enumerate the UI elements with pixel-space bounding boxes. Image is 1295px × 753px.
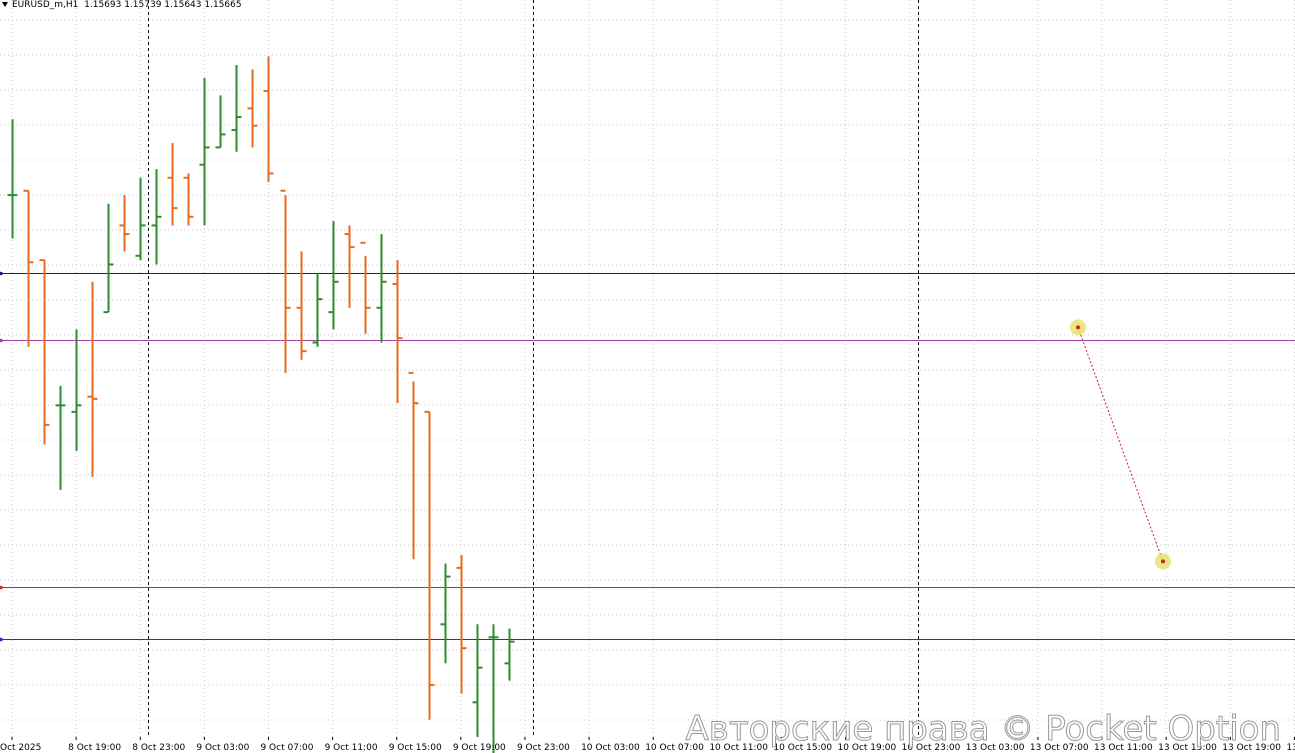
ohlc-bar <box>71 329 82 451</box>
ohlc-bar <box>119 195 130 252</box>
time-axis-label: 8 Oct 19:00 <box>68 743 121 753</box>
ohlc-bar <box>328 221 339 330</box>
time-axis-label: 9 Oct 11:00 <box>325 743 378 753</box>
ohlc-bar <box>183 173 194 226</box>
time-axis-label: 13 Oct 03:00 <box>966 743 1025 753</box>
ohlc-bar <box>135 177 146 261</box>
ohlc-bar <box>263 56 274 183</box>
time-axis-label: 10 Oct 23:00 <box>902 743 961 753</box>
ohlc-bar <box>231 65 242 152</box>
time-axis-label: 13 Oct 07:00 <box>1030 743 1089 753</box>
ohlc-bar <box>7 119 18 239</box>
ohlc-bar <box>312 273 323 347</box>
highlight-marker-dot <box>1160 559 1165 564</box>
ohlc-bar <box>103 203 114 314</box>
symbol-label: EURUSD_m,H1 <box>12 0 79 10</box>
time-axis-label: 9 Oct 07:00 <box>260 743 313 753</box>
time-axis-label: 10 Oct 11:00 <box>709 743 768 753</box>
horizontal-levels <box>0 271 1295 642</box>
ohlc-bar <box>296 251 307 360</box>
ohlc-bar <box>488 624 499 753</box>
time-axis-label: 9 Oct 15:00 <box>389 743 442 753</box>
ohlc-bar <box>376 234 387 343</box>
time-axis-label: 8 Oct 23:00 <box>132 743 185 753</box>
price-level-anchor <box>0 585 3 590</box>
time-axis-label: 9 Oct 23:00 <box>517 743 570 753</box>
price-level-anchor <box>0 637 3 642</box>
ohlc-bar <box>87 281 98 477</box>
ohlc-bars <box>7 56 515 753</box>
ohlc-bar <box>151 169 162 265</box>
annotations <box>1069 319 1171 570</box>
ohlc-bar <box>408 371 419 560</box>
copyright-watermark: Авторские права © Pocket Option <box>685 709 1281 750</box>
grid <box>0 0 1295 737</box>
ohlc-bar <box>199 78 210 226</box>
time-axis-label: 13 Oct 19:00 <box>1222 743 1281 753</box>
ohlc-bar <box>392 260 403 404</box>
time-axis-label: 9 Oct 19:00 <box>453 743 506 753</box>
chart-header: EURUSD_m,H1 1.15693 1.15739 1.15643 1.15… <box>2 0 242 10</box>
time-axis-label: 13 Oct 11:00 <box>1094 743 1153 753</box>
ohlc-bar <box>472 624 483 737</box>
ohlc-bar <box>39 259 50 445</box>
session-separators <box>148 0 919 737</box>
time-axis-label: 10 Oct 07:00 <box>645 743 704 753</box>
ohlc-bar <box>247 69 258 148</box>
ohlc-bar <box>280 189 291 373</box>
time-axis-label: 13 O <box>1286 743 1295 753</box>
time-axis-label: 13 Oct 15:00 <box>1158 743 1217 753</box>
ohlc-bar <box>440 563 451 664</box>
ohlc-values: 1.15693 1.15739 1.15643 1.15665 <box>84 0 242 10</box>
ohlc-bar <box>424 410 435 720</box>
price-level-anchor <box>0 338 3 343</box>
price-level-anchor <box>0 271 3 276</box>
ohlc-bar <box>215 95 226 149</box>
ohlc-bar <box>344 225 355 308</box>
time-axis: Oct 2025 8 Oct 19:00 8 Oct 23:00 9 Oct 03:0… <box>0 737 1295 753</box>
ohlc-bar <box>55 385 66 490</box>
time-axis-label: 10 Oct 03:00 <box>581 743 640 753</box>
time-axis-label: 10 Oct 15:00 <box>773 743 832 753</box>
ohlc-bar <box>23 189 34 347</box>
ohlc-bar <box>167 143 178 226</box>
time-axis-label: 10 Oct 19:00 <box>838 743 897 753</box>
ohlc-bar <box>360 241 371 334</box>
highlight-marker-dot <box>1075 325 1080 330</box>
trend-arrow-line <box>1077 327 1164 562</box>
ohlc-bar <box>456 554 467 694</box>
time-axis-label: 9 Oct 03:00 <box>196 743 249 753</box>
dropdown-triangle-icon[interactable] <box>2 2 8 7</box>
ohlc-bar <box>504 628 515 681</box>
time-axis-label: Oct 2025 <box>0 743 41 753</box>
